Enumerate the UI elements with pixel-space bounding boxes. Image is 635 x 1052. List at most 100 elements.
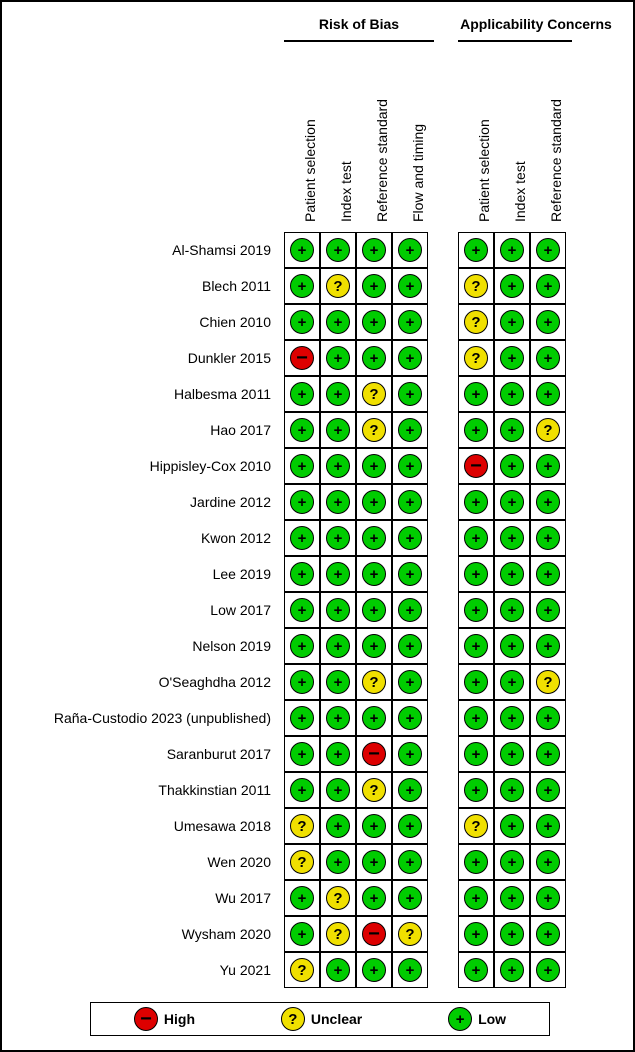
low-glyph: + xyxy=(508,891,517,906)
low-dot: + xyxy=(290,418,314,442)
bias-cell: + xyxy=(284,628,320,664)
low-dot: + xyxy=(464,598,488,622)
low-dot: + xyxy=(536,850,560,874)
group-header-underline xyxy=(458,40,572,42)
bias-cell: + xyxy=(356,556,392,592)
low-dot: + xyxy=(500,490,524,514)
low-glyph: + xyxy=(508,459,517,474)
low-dot: + xyxy=(500,526,524,550)
low-glyph: + xyxy=(298,783,307,798)
unclear-glyph: ? xyxy=(369,783,378,798)
bias-cell: ? xyxy=(320,268,356,304)
low-dot: + xyxy=(398,490,422,514)
unclear-glyph: ? xyxy=(333,891,342,906)
low-glyph: + xyxy=(334,459,343,474)
table-row: Wu 2017+?+++++ xyxy=(2,880,633,916)
low-dot: + xyxy=(362,850,386,874)
low-dot: + xyxy=(398,814,422,838)
column-header: Reference standard xyxy=(374,99,390,222)
bias-cell: + xyxy=(320,664,356,700)
bias-cell: ? xyxy=(392,916,428,952)
low-glyph: + xyxy=(472,423,481,438)
low-glyph: + xyxy=(508,279,517,294)
study-label: Thakkinstian 2011 xyxy=(158,782,271,798)
low-glyph: + xyxy=(406,567,415,582)
legend-label: High xyxy=(164,1011,195,1027)
group-headers: Risk of BiasApplicability Concerns xyxy=(2,16,633,46)
bias-cell: + xyxy=(320,736,356,772)
unclear-dot: ? xyxy=(464,310,488,334)
low-dot: + xyxy=(398,670,422,694)
low-glyph: + xyxy=(298,639,307,654)
bias-cell: + xyxy=(284,556,320,592)
bias-cell: + xyxy=(320,448,356,484)
low-dot: + xyxy=(500,706,524,730)
study-label: Kwon 2012 xyxy=(201,530,271,546)
group-header-label: Applicability Concerns xyxy=(456,16,616,32)
bias-cell: + xyxy=(356,880,392,916)
low-dot: + xyxy=(500,850,524,874)
low-dot: + xyxy=(398,886,422,910)
applicability-cell: + xyxy=(530,592,566,628)
low-glyph: + xyxy=(406,783,415,798)
low-glyph: + xyxy=(544,855,553,870)
applicability-cell: ? xyxy=(458,268,494,304)
low-dot: + xyxy=(362,598,386,622)
low-glyph: + xyxy=(406,819,415,834)
bias-cell: + xyxy=(356,484,392,520)
bias-cell: + xyxy=(320,484,356,520)
low-dot: + xyxy=(326,346,350,370)
bias-cell: ? xyxy=(320,916,356,952)
applicability-cell: + xyxy=(530,304,566,340)
bias-cell: + xyxy=(392,376,428,412)
bias-cell: + xyxy=(392,520,428,556)
study-label: Chien 2010 xyxy=(199,314,271,330)
legend-item: −High xyxy=(134,1007,195,1031)
low-glyph: + xyxy=(334,495,343,510)
applicability-cell: + xyxy=(494,556,530,592)
low-dot: + xyxy=(536,706,560,730)
table-row: Halbesma 2011++?++++ xyxy=(2,376,633,412)
low-glyph: + xyxy=(508,783,517,798)
low-glyph: + xyxy=(370,603,379,618)
unclear-glyph: ? xyxy=(333,279,342,294)
low-glyph: + xyxy=(334,783,343,798)
bias-cell: ? xyxy=(356,376,392,412)
low-glyph: + xyxy=(508,927,517,942)
low-glyph: + xyxy=(544,495,553,510)
low-glyph: + xyxy=(544,603,553,618)
bias-cell: ? xyxy=(284,808,320,844)
low-dot: + xyxy=(398,598,422,622)
low-dot: + xyxy=(500,598,524,622)
unclear-dot: ? xyxy=(464,274,488,298)
low-glyph: + xyxy=(298,567,307,582)
low-dot: + xyxy=(500,958,524,982)
low-dot: + xyxy=(290,310,314,334)
low-dot: + xyxy=(362,274,386,298)
column-headers: Patient selectionIndex testReference sta… xyxy=(2,62,633,227)
column-header: Patient selection xyxy=(476,119,492,222)
low-dot: + xyxy=(464,490,488,514)
unclear-glyph: ? xyxy=(405,927,414,942)
low-dot: + xyxy=(290,742,314,766)
low-dot: + xyxy=(536,958,560,982)
high-dot: − xyxy=(362,742,386,766)
bias-cell: + xyxy=(320,808,356,844)
low-glyph: + xyxy=(334,351,343,366)
low-dot: + xyxy=(500,346,524,370)
bias-cell: + xyxy=(284,484,320,520)
applicability-cell: + xyxy=(458,880,494,916)
unclear-dot: ? xyxy=(362,418,386,442)
bias-cell: + xyxy=(320,844,356,880)
low-dot: + xyxy=(500,922,524,946)
low-dot: + xyxy=(290,454,314,478)
low-dot: + xyxy=(290,670,314,694)
study-label: Umesawa 2018 xyxy=(174,818,271,834)
bias-cell: + xyxy=(392,736,428,772)
low-glyph: + xyxy=(406,891,415,906)
applicability-cell: + xyxy=(530,844,566,880)
low-glyph: + xyxy=(508,495,517,510)
low-dot: + xyxy=(362,958,386,982)
low-glyph: + xyxy=(472,891,481,906)
low-glyph: + xyxy=(544,711,553,726)
